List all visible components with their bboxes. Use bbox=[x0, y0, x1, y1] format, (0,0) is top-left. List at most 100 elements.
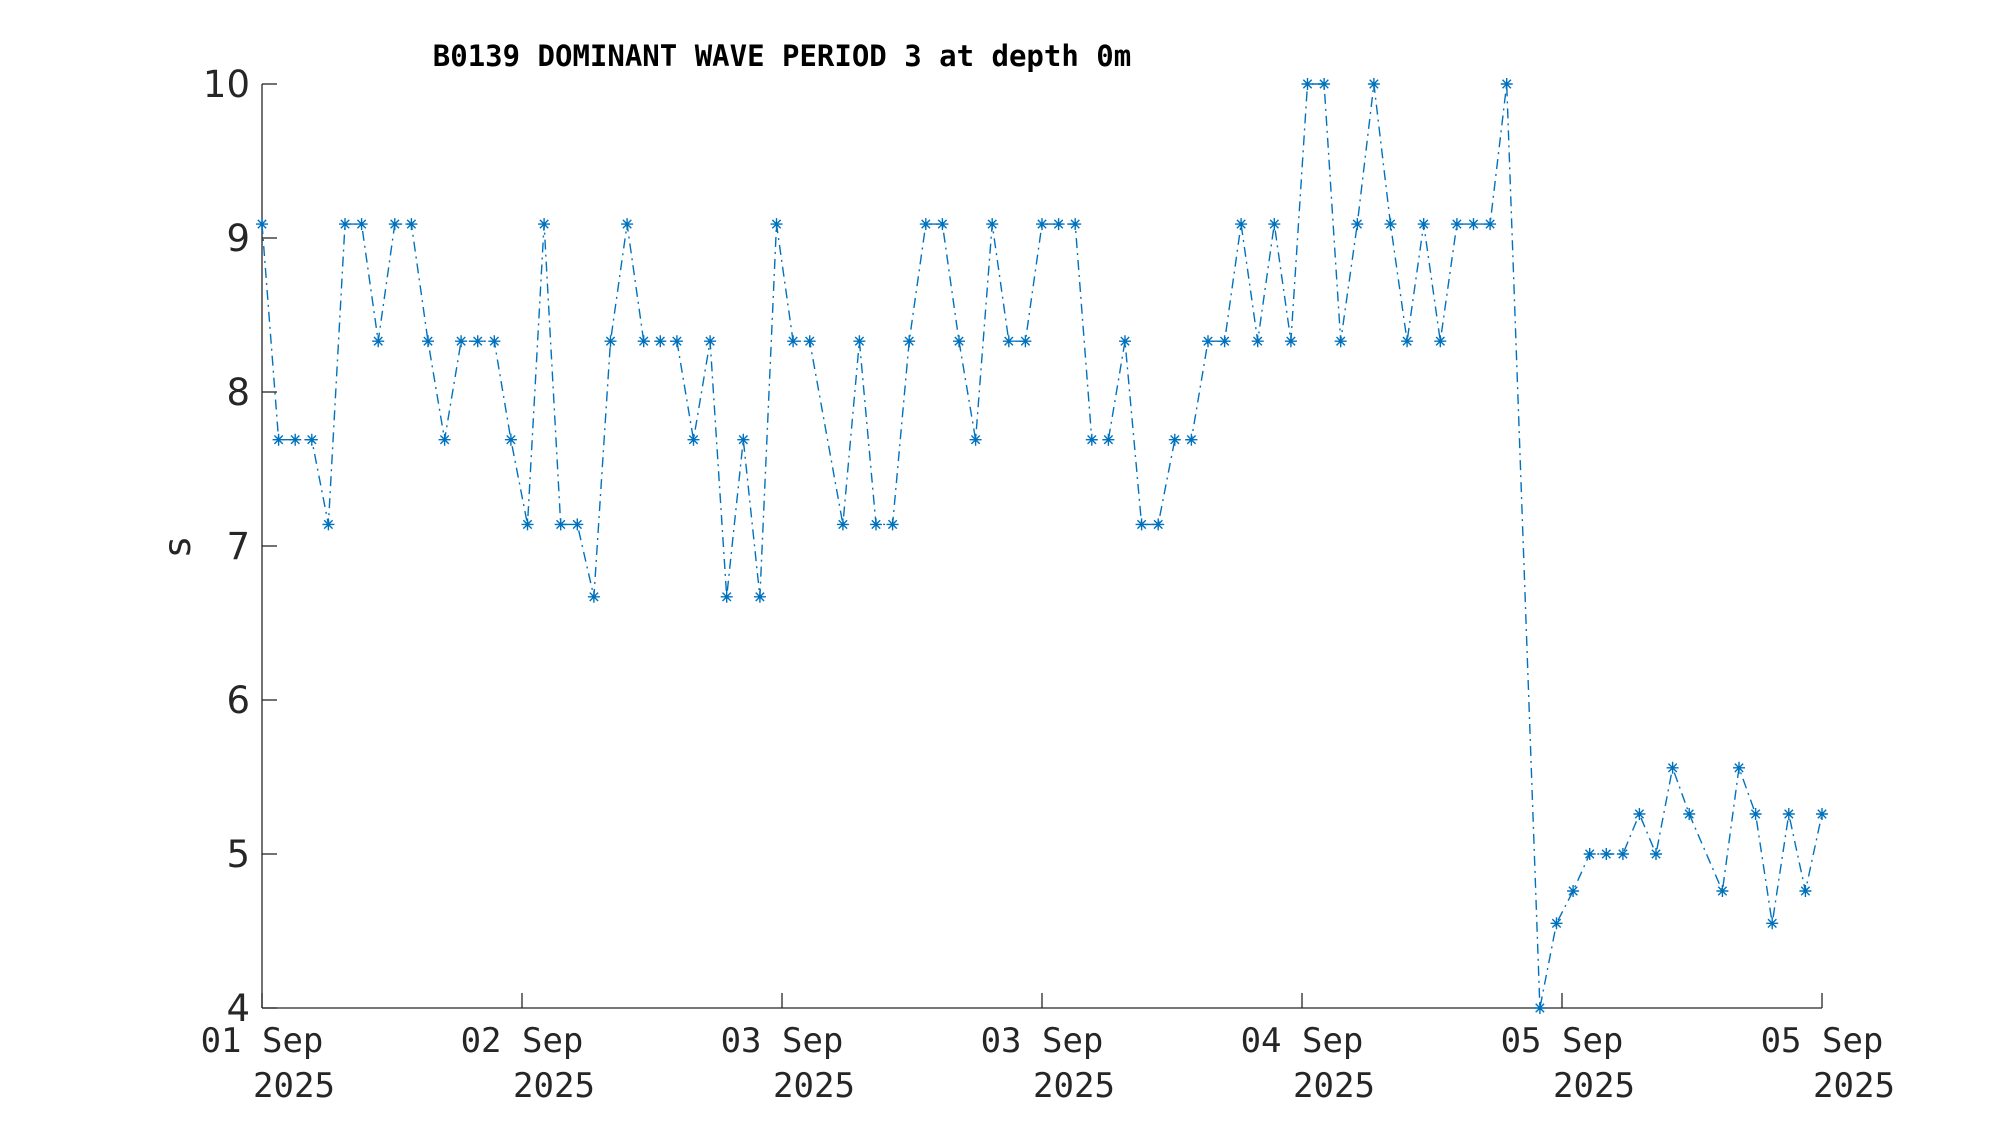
data-point-marker bbox=[1583, 848, 1596, 860]
data-point-marker bbox=[936, 218, 949, 231]
data-point-marker bbox=[1450, 218, 1463, 231]
data-point-marker bbox=[1367, 78, 1380, 90]
data-point-marker bbox=[903, 335, 916, 348]
series-line bbox=[261, 83, 1823, 1009]
data-point-marker bbox=[1168, 433, 1181, 446]
data-point-marker bbox=[388, 218, 401, 231]
data-point-marker bbox=[1533, 1002, 1546, 1014]
data-point-marker bbox=[322, 518, 335, 531]
data-point-marker bbox=[886, 518, 899, 531]
data-point-marker bbox=[704, 335, 717, 348]
data-point-marker bbox=[1135, 518, 1148, 531]
data-point-marker bbox=[953, 335, 965, 348]
y-tick-label: 10 bbox=[203, 63, 250, 106]
data-point-marker bbox=[853, 335, 866, 348]
data-point-marker bbox=[1085, 433, 1098, 446]
data-point-marker bbox=[1683, 808, 1696, 820]
data-point-marker bbox=[272, 433, 285, 446]
data-point-marker bbox=[587, 590, 600, 603]
data-point-marker bbox=[1650, 848, 1662, 860]
y-tick-label: 7 bbox=[226, 525, 250, 568]
x-tick-label-year: 2025 bbox=[1813, 1066, 1895, 1106]
data-point-marker bbox=[687, 433, 700, 446]
series-layer bbox=[256, 78, 1828, 1014]
data-point-marker bbox=[1434, 335, 1447, 348]
data-point-marker bbox=[1218, 335, 1231, 348]
data-point-marker bbox=[1202, 335, 1214, 348]
data-point-marker bbox=[1019, 335, 1032, 348]
data-point-marker bbox=[1152, 518, 1165, 531]
data-point-marker bbox=[1484, 218, 1497, 231]
data-point-marker bbox=[1550, 917, 1563, 930]
data-point-marker bbox=[1235, 218, 1248, 231]
data-point-marker bbox=[1782, 808, 1795, 820]
x-tick-label-day: 05 Sep bbox=[1761, 1021, 1884, 1061]
data-point-marker bbox=[1633, 808, 1646, 820]
data-point-marker bbox=[455, 335, 468, 348]
data-point-marker bbox=[1766, 917, 1779, 930]
data-point-marker bbox=[1733, 761, 1745, 774]
x-tick-label-year: 2025 bbox=[513, 1066, 595, 1106]
data-point-marker bbox=[1567, 885, 1580, 897]
data-point-marker bbox=[504, 433, 517, 446]
data-point-marker bbox=[521, 518, 534, 531]
x-tick-label-year: 2025 bbox=[1553, 1066, 1635, 1106]
data-point-marker bbox=[256, 218, 268, 231]
y-tick-label: 9 bbox=[226, 217, 250, 260]
data-point-marker bbox=[1036, 218, 1048, 231]
data-point-marker bbox=[1251, 335, 1264, 348]
data-point-marker bbox=[637, 335, 650, 348]
data-point-marker bbox=[554, 518, 567, 531]
data-point-marker bbox=[355, 218, 368, 231]
data-point-marker bbox=[1716, 885, 1729, 897]
data-point-marker bbox=[670, 335, 683, 348]
data-point-marker bbox=[803, 335, 816, 348]
data-point-marker bbox=[372, 335, 385, 348]
data-point-marker bbox=[870, 518, 882, 531]
data-point-marker bbox=[654, 335, 667, 348]
y-tick-label: 5 bbox=[226, 833, 250, 876]
data-point-marker bbox=[1666, 761, 1679, 774]
x-tick-label-day: 03 Sep bbox=[721, 1021, 844, 1061]
data-point-marker bbox=[737, 433, 750, 446]
data-point-marker bbox=[571, 518, 584, 531]
data-point-marker bbox=[753, 590, 766, 603]
data-point-marker bbox=[969, 433, 982, 446]
data-point-marker bbox=[1500, 78, 1513, 90]
data-point-marker bbox=[1284, 335, 1297, 348]
x-tick-label-year: 2025 bbox=[1033, 1066, 1115, 1106]
data-point-marker bbox=[1185, 433, 1198, 446]
data-point-marker bbox=[1069, 218, 1082, 231]
y-axis-label: s bbox=[156, 537, 199, 556]
data-point-marker bbox=[1600, 848, 1613, 860]
data-point-marker bbox=[1384, 218, 1397, 231]
data-point-marker bbox=[1301, 78, 1314, 90]
data-point-marker bbox=[471, 335, 484, 348]
data-point-marker bbox=[919, 218, 932, 231]
data-point-marker bbox=[1334, 335, 1347, 348]
data-point-marker bbox=[787, 335, 800, 348]
y-tick-label: 4 bbox=[226, 987, 250, 1030]
data-point-marker bbox=[339, 218, 351, 231]
data-point-marker bbox=[488, 335, 501, 348]
chart-title: B0139 DOMINANT WAVE PERIOD 3 at depth 0m bbox=[433, 39, 1131, 73]
data-point-marker bbox=[1318, 78, 1331, 90]
data-point-marker bbox=[770, 218, 783, 231]
data-point-marker bbox=[604, 335, 617, 348]
x-tick-label-year: 2025 bbox=[773, 1066, 855, 1106]
data-point-marker bbox=[621, 218, 634, 231]
y-tick-label: 8 bbox=[226, 371, 250, 414]
y-tick-label: 6 bbox=[226, 679, 250, 722]
data-point-marker bbox=[1749, 808, 1762, 820]
axes: 4 5 6 7 8 9 10 01 Sep 2025 02 Sep 2025 03 Sep 2025 03… bbox=[201, 63, 1895, 1106]
data-point-marker bbox=[1799, 885, 1812, 897]
x-tick-label-day: 02 Sep bbox=[461, 1021, 584, 1061]
data-point-marker bbox=[1102, 433, 1115, 446]
x-tick-label-day: 04 Sep bbox=[1241, 1021, 1364, 1061]
data-point-marker bbox=[1401, 335, 1414, 348]
data-point-marker bbox=[1467, 218, 1480, 231]
data-point-marker bbox=[1816, 808, 1828, 820]
x-tick-label-year: 2025 bbox=[1293, 1066, 1375, 1106]
